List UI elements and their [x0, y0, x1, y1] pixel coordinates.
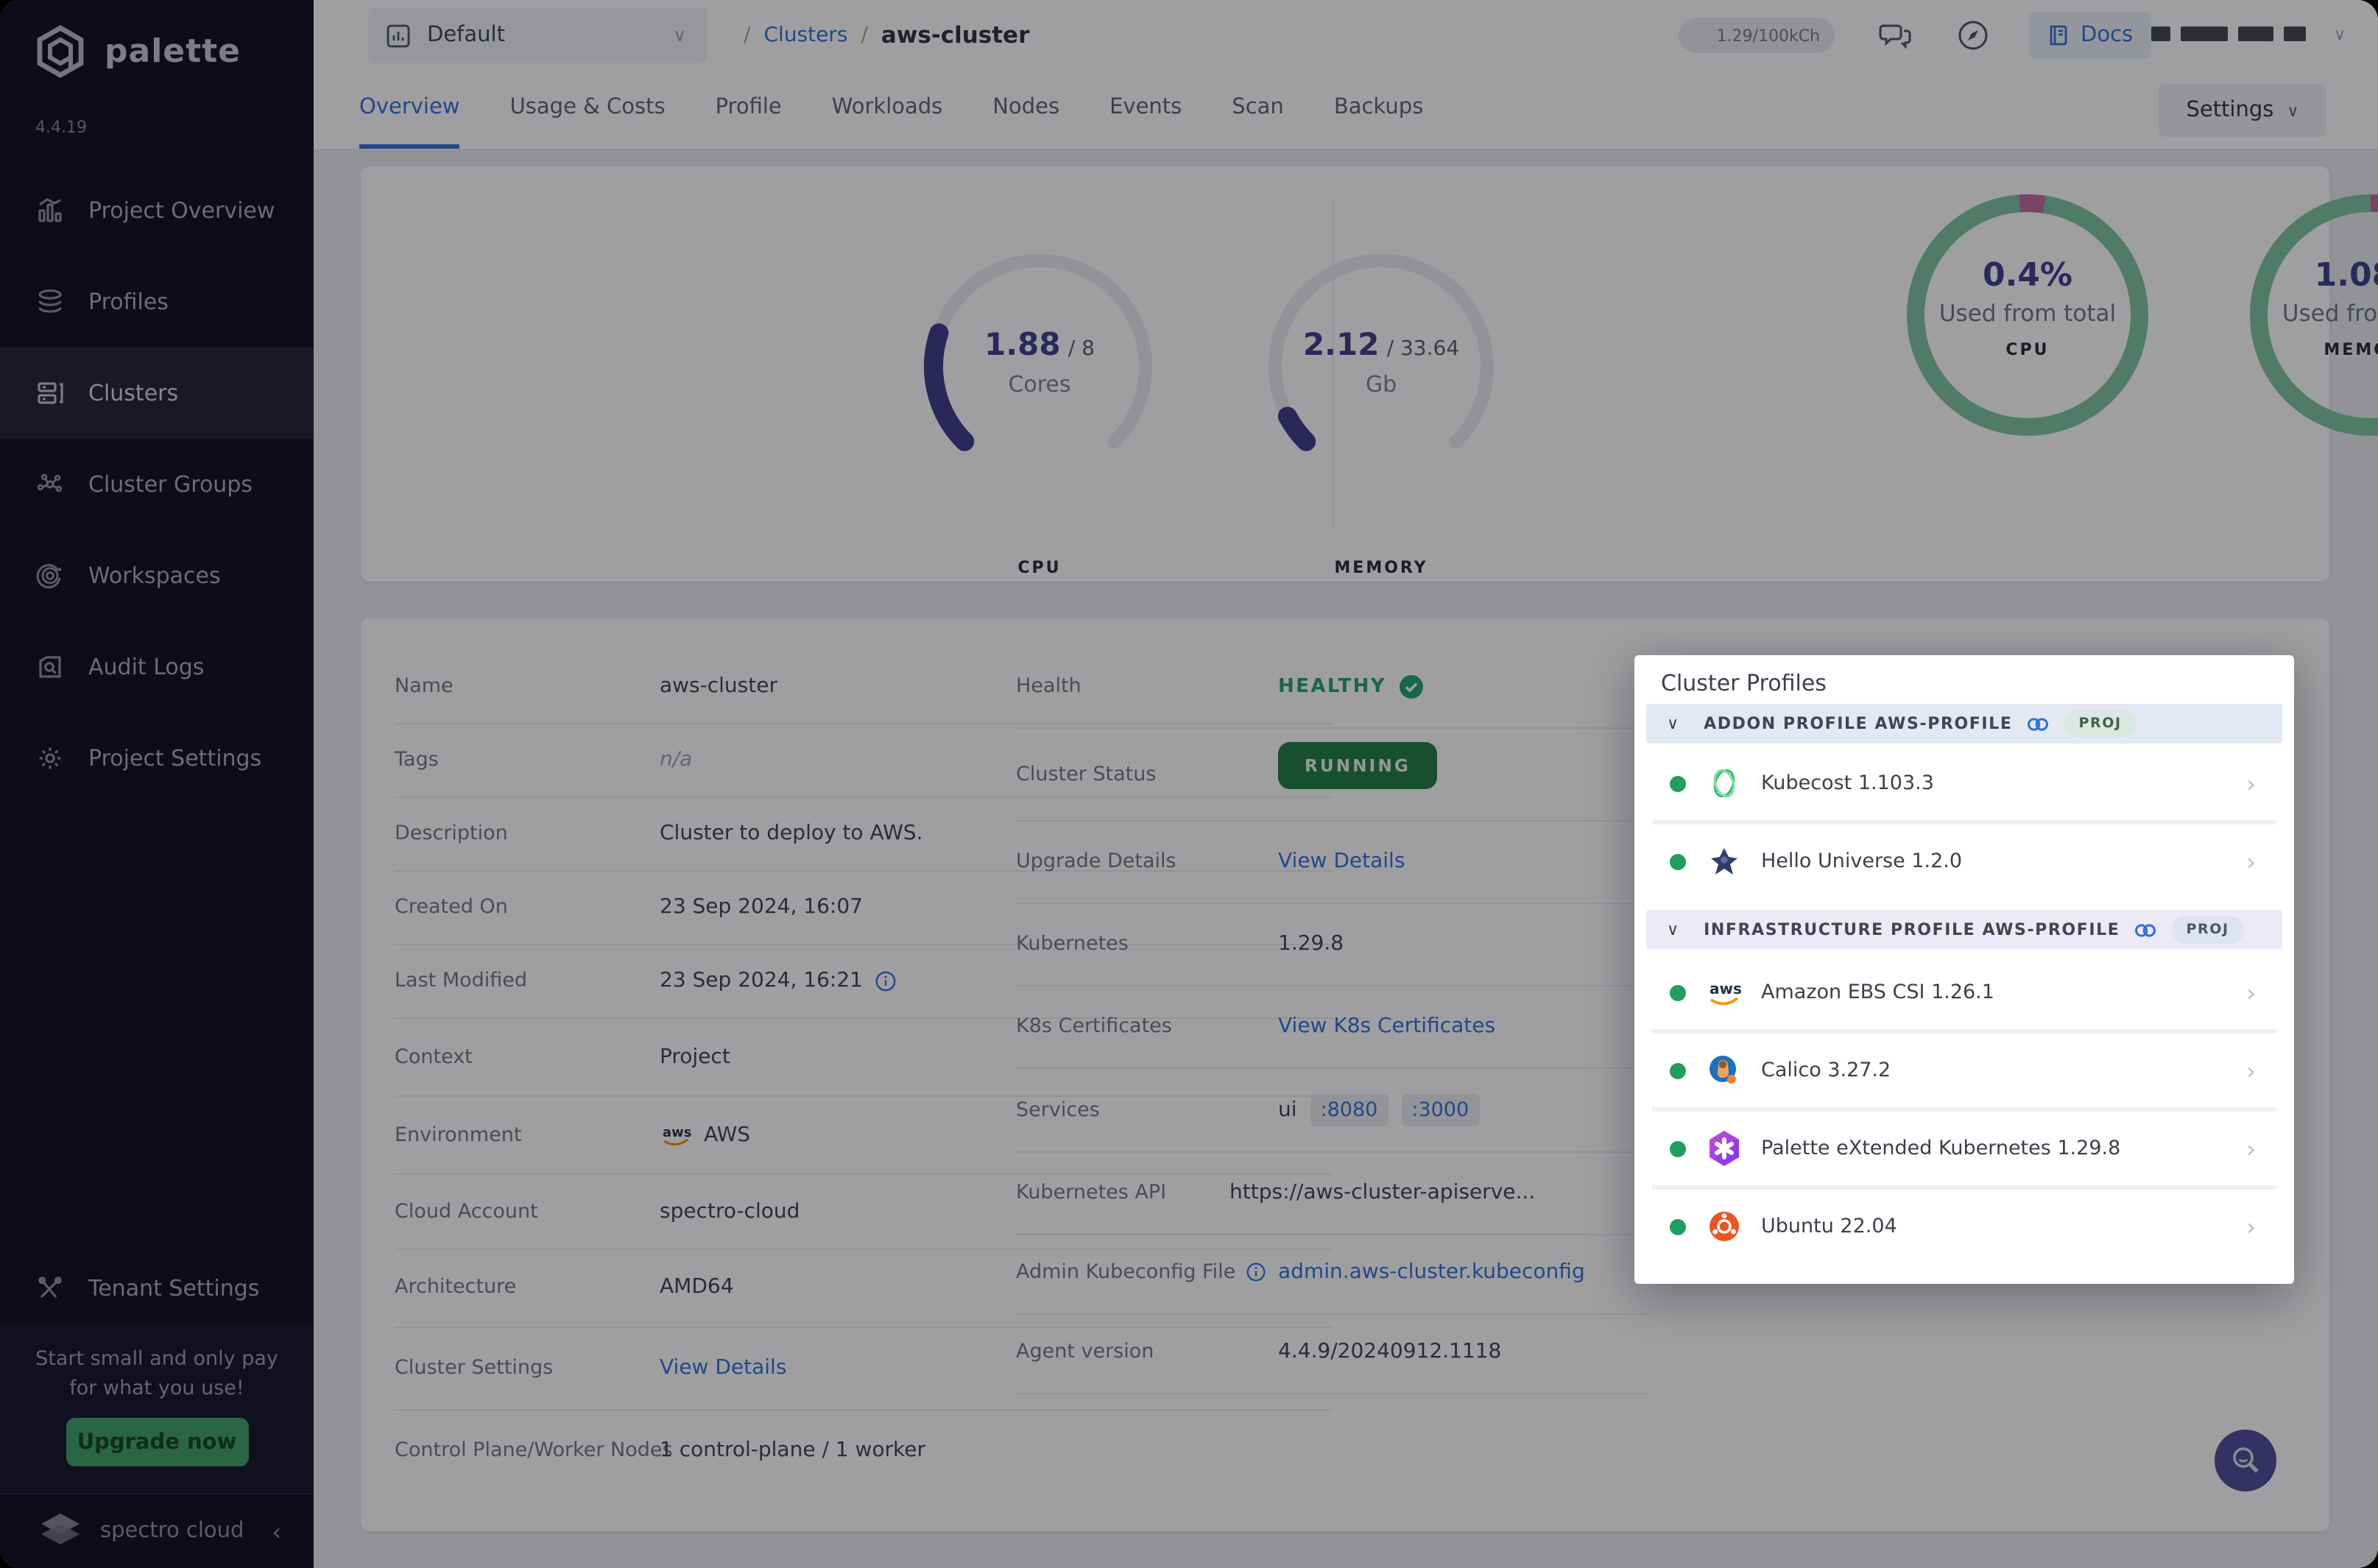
chevron-right-icon: ›	[2246, 978, 2256, 1006]
status-dot	[1670, 984, 1686, 1000]
scope-badge: PROJ	[2171, 916, 2243, 944]
profile-item-hello-universe[interactable]: Hello Universe 1.2.0 ›	[1652, 824, 2276, 898]
profile-item-name: Kubecost 1.103.3	[1761, 771, 1934, 795]
scope-badge: PROJ	[2064, 710, 2136, 738]
chevron-down-icon: ∨	[1667, 920, 1679, 939]
profile-item-ebs-csi[interactable]: aws Amazon EBS CSI 1.26.1 ›	[1652, 956, 2276, 1029]
section-label: ADDON PROFILE AWS-PROFILE	[1704, 714, 2012, 733]
profile-item-ubuntu[interactable]: Ubuntu 22.04 ›	[1652, 1190, 2276, 1263]
link-icon	[2025, 713, 2049, 734]
chevron-right-icon: ›	[2246, 847, 2256, 875]
svg-text:aws: aws	[1710, 980, 1742, 997]
status-dot	[1670, 1140, 1686, 1156]
kubecost-icon	[1707, 766, 1742, 801]
profile-item-kubecost[interactable]: Kubecost 1.103.3 ›	[1652, 746, 2276, 820]
infrastructure-profile-header[interactable]: ∨ INFRASTRUCTURE PROFILE AWS-PROFILE PRO…	[1646, 910, 2282, 950]
chevron-down-icon: ∨	[1667, 714, 1679, 733]
status-dot	[1670, 853, 1686, 869]
chevron-right-icon: ›	[2246, 1212, 2256, 1240]
profile-item-name: Hello Universe 1.2.0	[1761, 850, 1962, 873]
pxk-icon	[1707, 1129, 1742, 1168]
section-label: INFRASTRUCTURE PROFILE AWS-PROFILE	[1704, 920, 2120, 939]
status-dot	[1670, 1062, 1686, 1078]
cluster-profiles-panel: Cluster Profiles ∨ ADDON PROFILE AWS-PRO…	[1634, 655, 2294, 1284]
calico-icon	[1707, 1053, 1742, 1088]
addon-profile-header[interactable]: ∨ ADDON PROFILE AWS-PROFILE PROJ	[1646, 704, 2282, 744]
profile-item-name: Ubuntu 22.04	[1761, 1215, 1897, 1238]
link-icon	[2133, 919, 2156, 940]
profile-item-name: Amazon EBS CSI 1.26.1	[1761, 981, 1994, 1004]
profile-item-name: Calico 3.27.2	[1761, 1059, 1891, 1082]
app-window: palette 4.4.19 Project Overview Profiles	[0, 0, 2378, 1568]
hello-universe-icon	[1708, 845, 1740, 877]
panel-title: Cluster Profiles	[1661, 670, 1827, 696]
status-dot	[1670, 775, 1686, 791]
screen: palette 4.4.19 Project Overview Profiles	[0, 0, 2378, 1568]
status-dot	[1670, 1218, 1686, 1235]
chevron-right-icon: ›	[2246, 769, 2256, 797]
profile-item-pxk[interactable]: Palette eXtended Kubernetes 1.29.8 ›	[1652, 1112, 2276, 1185]
aws-icon: aws	[1705, 978, 1743, 1007]
ubuntu-icon	[1707, 1209, 1742, 1244]
chevron-right-icon: ›	[2246, 1134, 2256, 1162]
profile-item-name: Palette eXtended Kubernetes 1.29.8	[1761, 1137, 2120, 1160]
profile-item-calico[interactable]: Calico 3.27.2 ›	[1652, 1034, 2276, 1107]
chevron-right-icon: ›	[2246, 1056, 2256, 1084]
